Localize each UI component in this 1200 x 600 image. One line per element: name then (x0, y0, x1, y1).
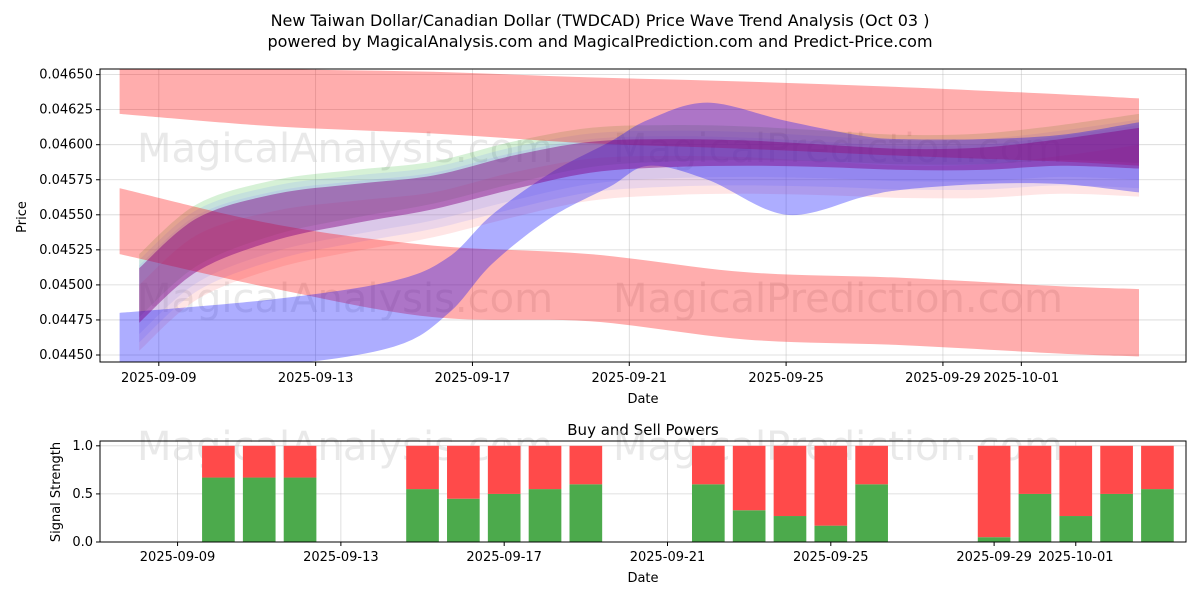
buy-bar-2025-09-26 (855, 484, 888, 542)
sell-bar-2025-09-11 (242, 445, 276, 478)
price-y-tick-label: 0.04525 (39, 243, 93, 258)
sell-bar-2025-10-01 (1059, 445, 1093, 517)
price-x-tick-label: 2025-09-09 (121, 371, 197, 386)
sell-bar-2025-09-16 (447, 445, 480, 499)
signal-x-tick-label: 2025-09-29 (956, 550, 1032, 565)
sell-bar-2025-10-03 (1141, 445, 1174, 490)
sell-bar-2025-09-12 (283, 445, 317, 478)
sell-bar-2025-09-23 (732, 445, 766, 511)
price-x-tick-label: 2025-10-01 (984, 371, 1060, 386)
sell-bar-2025-09-17 (487, 445, 521, 494)
sell-bar-2025-09-19 (569, 445, 603, 485)
watermark-prediction-top: MagicalPrediction.com (613, 126, 1063, 172)
chart-title: New Taiwan Dollar/Canadian Dollar (TWDCA… (271, 11, 930, 30)
buy-bar-2025-09-19 (569, 484, 603, 542)
sell-bar-2025-09-30 (1018, 445, 1052, 494)
signal-y-axis: 0.0 0.5 1.0 (72, 439, 100, 550)
price-y-tick-label: 0.04550 (39, 208, 93, 223)
price-y-tick-label: 0.04475 (39, 313, 93, 328)
band-purple-band (139, 127, 1139, 323)
price-x-tick-label: 2025-09-29 (905, 371, 981, 386)
price-bands (119, 69, 1140, 362)
signal-title: Buy and Sell Powers (567, 421, 719, 439)
price-panel: MagicalAnalysis.com MagicalPrediction.co… (15, 68, 1187, 407)
signal-y-tick-label: 0.5 (72, 487, 93, 502)
buy-bar-2025-09-17 (487, 493, 521, 542)
buy-bar-2025-09-11 (242, 477, 276, 542)
signal-x-tick-label: 2025-09-13 (303, 550, 379, 565)
price-y-label: Price (15, 201, 30, 233)
buy-bar-2025-10-01 (1059, 516, 1093, 542)
signal-y-label: Signal Strength (49, 442, 64, 542)
band-upper-red-band (119, 69, 1139, 166)
price-y-tick-label: 0.04600 (39, 138, 93, 153)
buy-bar-2025-09-16 (447, 498, 480, 542)
band-lower-red-band (119, 188, 1140, 357)
sell-bar-2025-09-29 (977, 445, 1011, 538)
price-x-tick-label: 2025-09-21 (591, 371, 667, 386)
watermark-analysis-top: MagicalAnalysis.com (137, 126, 553, 172)
price-x-tick-label: 2025-09-25 (748, 371, 824, 386)
sell-bar-2025-09-15 (406, 445, 439, 490)
sell-bar-2025-09-18 (528, 445, 562, 490)
signal-bars (202, 445, 1174, 542)
price-x-axis: 2025-09-09 2025-09-13 2025-09-17 2025-09-21… (121, 362, 1059, 386)
sell-bar-2025-10-02 (1100, 445, 1133, 494)
sell-bar-2025-09-24 (773, 445, 807, 517)
sell-bar-2025-09-10 (202, 445, 235, 478)
price-y-tick-label: 0.04575 (39, 173, 93, 188)
signal-x-tick-label: 2025-09-21 (630, 550, 706, 565)
buy-bar-2025-10-02 (1100, 493, 1133, 542)
signal-y-tick-label: 0.0 (72, 535, 93, 550)
buy-bar-2025-10-03 (1141, 489, 1174, 542)
buy-bar-2025-09-23 (732, 510, 766, 542)
echo-band-1 (139, 119, 1139, 334)
buy-bar-2025-09-24 (773, 516, 807, 542)
signal-y-tick-label: 1.0 (72, 439, 93, 454)
price-y-tick-label: 0.04500 (39, 278, 93, 293)
sell-bar-2025-09-25 (814, 445, 848, 526)
price-x-label: Date (627, 392, 658, 407)
signal-axes-frame (99, 440, 1187, 543)
band-blue-rising-band (119, 102, 1139, 362)
buy-bar-2025-09-29 (977, 537, 1011, 542)
signal-x-label: Date (627, 571, 658, 586)
price-axes-frame (99, 68, 1187, 363)
buy-bar-2025-09-30 (1018, 493, 1052, 542)
signal-x-axis: 2025-09-09 2025-09-13 2025-09-17 2025-09-21… (140, 542, 1114, 565)
buy-bar-2025-09-22 (691, 484, 725, 542)
signal-x-tick-label: 2025-10-01 (1038, 550, 1114, 565)
buy-bar-2025-09-12 (283, 477, 317, 542)
price-x-tick-label: 2025-09-17 (435, 371, 511, 386)
sell-bar-2025-09-26 (855, 445, 888, 485)
echo-band-2 (139, 144, 1139, 351)
price-y-tick-label: 0.04650 (39, 68, 93, 83)
buy-bar-2025-09-18 (528, 489, 562, 542)
signal-panel: Buy and Sell Powers MagicalAnalysis.com … (49, 421, 1187, 586)
signal-x-tick-label: 2025-09-17 (466, 550, 542, 565)
price-y-tick-label: 0.04625 (39, 103, 93, 118)
sell-bar-2025-09-22 (691, 445, 725, 485)
price-grid (100, 69, 1186, 362)
price-watermarks: MagicalAnalysis.com MagicalPrediction.co… (137, 126, 1063, 322)
buy-bar-2025-09-25 (814, 525, 848, 542)
price-x-tick-label: 2025-09-13 (278, 371, 354, 386)
price-y-tick-label: 0.04450 (39, 348, 93, 363)
watermark-analysis-bottom: MagicalAnalysis.com (137, 276, 553, 322)
signal-x-tick-label: 2025-09-09 (140, 550, 216, 565)
buy-bar-2025-09-15 (406, 489, 439, 542)
echo-band-0 (139, 113, 1139, 318)
chart-subtitle: powered by MagicalAnalysis.com and Magic… (267, 32, 932, 51)
price-y-axis: 0.04450 0.04475 0.04500 0.04525 0.04550 0.045… (39, 68, 100, 363)
buy-bar-2025-09-10 (202, 477, 235, 542)
echo-band-3 (139, 125, 1139, 343)
watermark-prediction-bottom: MagicalPrediction.com (613, 276, 1063, 322)
signal-x-tick-label: 2025-09-25 (793, 550, 869, 565)
